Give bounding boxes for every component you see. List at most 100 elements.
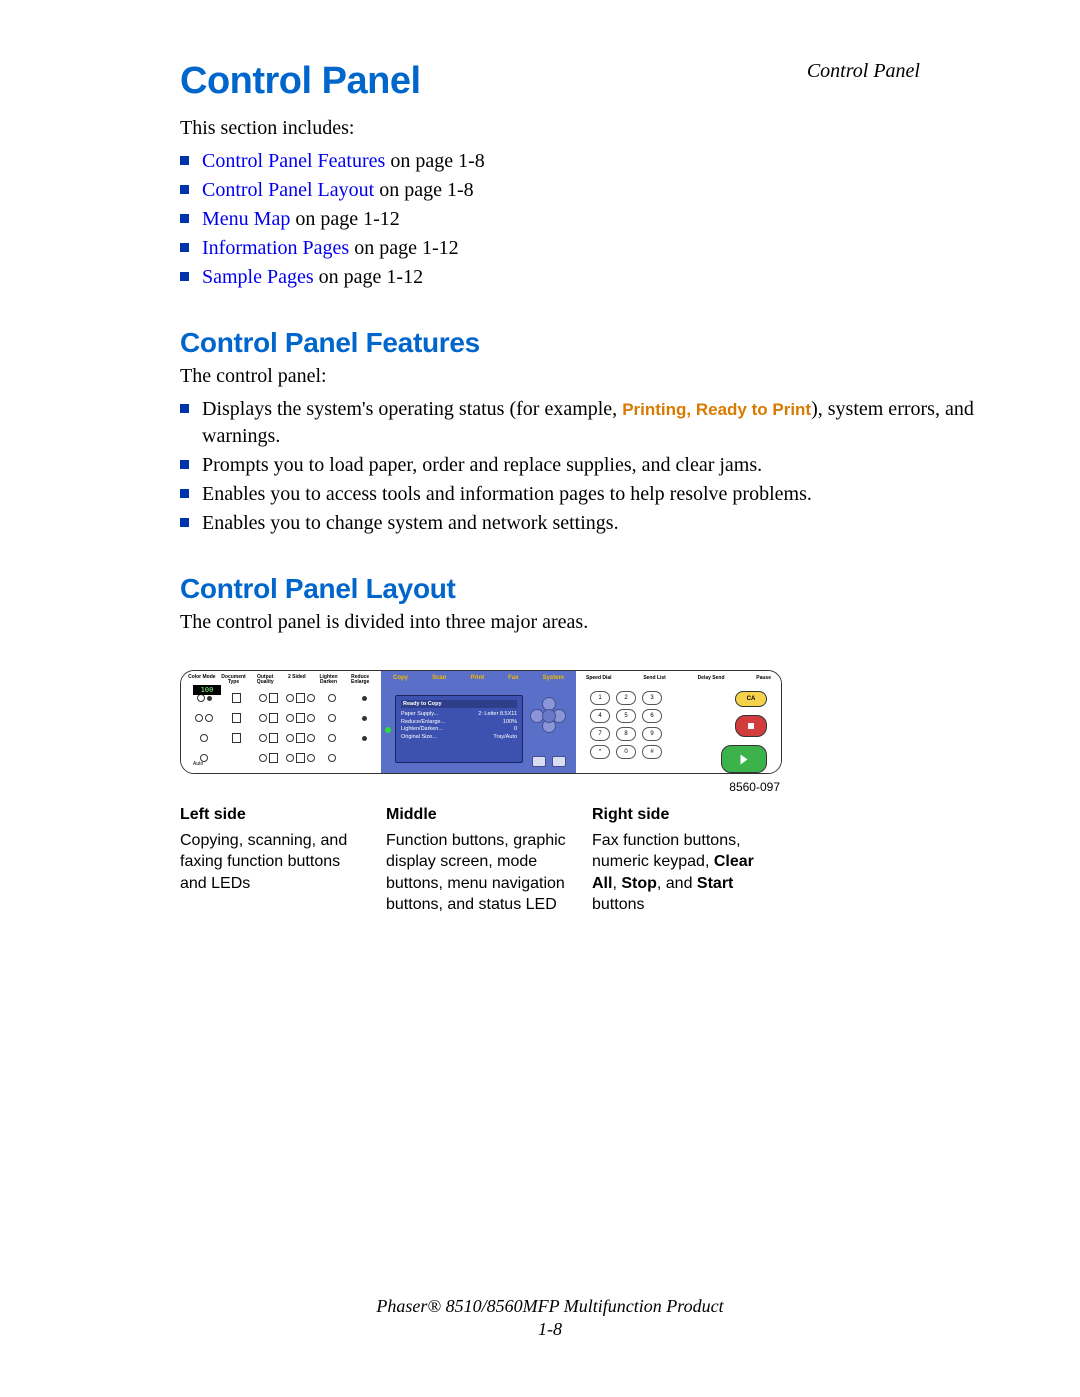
feature-item: Displays the system's operating status (…	[202, 396, 1000, 450]
features-heading: Control Panel Features	[180, 327, 1000, 359]
keypad-key: 3	[642, 691, 662, 705]
keypad-key: 4	[590, 709, 610, 723]
mode-system: System	[543, 675, 564, 681]
mode-buttons-row: Copy Scan Print Fax System	[381, 675, 576, 681]
lcd-screen: Ready to Copy Paper Supply... 2: Letter 8…	[395, 695, 523, 763]
lcd-value: 2: Letter 8.5X11	[478, 711, 517, 719]
send-list-label: Send List	[643, 675, 666, 681]
col-right: Right side Fax function buttons, numeric…	[592, 804, 780, 916]
numeric-keypad: 1 2 3 4 5 6 7 8 9 * 0 #	[590, 691, 662, 759]
panel-figure: Color Mode Document Type Output Quality …	[180, 670, 1000, 916]
toc-suffix: on page 1-12	[349, 237, 458, 259]
clear-all-button-icon: CA	[735, 691, 767, 707]
layout-lead: The control panel is divided into three …	[180, 611, 1000, 634]
feature-item: Prompts you to load paper, order and rep…	[202, 452, 1000, 479]
footer-product: Phaser® 8510/8560MFP Multifunction Produ…	[376, 1296, 723, 1316]
toc-link[interactable]: Menu Map	[202, 208, 290, 230]
mode-copy: Copy	[393, 675, 408, 681]
delay-send-label: Delay Send	[698, 675, 725, 681]
running-header: Control Panel	[807, 60, 920, 83]
toc-suffix: on page 1-8	[374, 179, 473, 201]
nav-ok-icon	[542, 709, 556, 723]
feature-item: Enables you to change system and network…	[202, 510, 1000, 537]
toc-link[interactable]: Control Panel Features	[202, 150, 385, 172]
col-label: Color Mode	[187, 675, 217, 685]
lcd-title: Ready to Copy	[401, 700, 517, 708]
keypad-key: 7	[590, 727, 610, 741]
col-label: Lighten Darken	[314, 675, 344, 685]
toc-item: Control Panel Layout on page 1-8	[202, 177, 1000, 204]
panel-right-region: Speed Dial Send List Delay Send Pause 1 …	[576, 671, 781, 773]
toc-link[interactable]: Sample Pages	[202, 266, 314, 288]
col-bold: Start	[697, 875, 733, 892]
status-led-icon	[385, 727, 391, 733]
lcd-value: Tray/Auto	[493, 734, 517, 742]
pause-label: Pause	[756, 675, 771, 681]
right-top-labels: Speed Dial Send List Delay Send Pause	[586, 675, 771, 681]
toc-suffix: on page 1-8	[385, 150, 484, 172]
col-body: Fax function buttons, numeric keypad, Cl…	[592, 830, 780, 916]
toc-list: Control Panel Features on page 1-8 Contr…	[180, 148, 1000, 291]
col-heading: Middle	[386, 804, 574, 826]
digital-counter: 100	[193, 685, 221, 695]
col-body: Copying, scanning, and faxing function b…	[180, 830, 368, 895]
layout-columns: Left side Copying, scanning, and faxing …	[180, 804, 780, 916]
features-lead: The control panel:	[180, 365, 1000, 388]
toc-suffix: on page 1-12	[290, 208, 399, 230]
col-text: buttons	[592, 896, 644, 913]
feature-text: Enables you to access tools and informat…	[202, 483, 812, 505]
start-button-icon	[721, 745, 767, 773]
left-indicator-grid	[189, 689, 379, 767]
intro-text: This section includes:	[180, 117, 1000, 140]
col-left: Left side Copying, scanning, and faxing …	[180, 804, 368, 916]
lcd-value: 0	[514, 726, 517, 734]
stop-shape-icon	[748, 723, 754, 729]
control-panel-diagram: Color Mode Document Type Output Quality …	[180, 670, 782, 774]
figure-number: 8560-097	[180, 780, 780, 794]
keypad-key: #	[642, 745, 662, 759]
col-text: , and	[657, 875, 697, 892]
lcd-label: Lighten/Darken...	[401, 726, 443, 734]
keypad-key: 6	[642, 709, 662, 723]
feature-item: Enables you to access tools and informat…	[202, 481, 1000, 508]
col-label: Document Type	[219, 675, 249, 685]
col-heading: Right side	[592, 804, 780, 826]
toc-item: Control Panel Features on page 1-8	[202, 148, 1000, 175]
keypad-key: 8	[616, 727, 636, 741]
feature-text: Prompts you to load paper, order and rep…	[202, 454, 762, 476]
mode-print: Print	[470, 675, 484, 681]
page-footer: Phaser® 8510/8560MFP Multifunction Produ…	[180, 1296, 920, 1340]
toc-item: Information Pages on page 1-12	[202, 235, 1000, 262]
toc-link[interactable]: Information Pages	[202, 237, 349, 259]
feature-text: Enables you to change system and network…	[202, 512, 619, 534]
lcd-label: Reduce/Enlarge...	[401, 719, 445, 727]
lcd-label: Original Size...	[401, 734, 437, 742]
toc-item: Sample Pages on page 1-12	[202, 264, 1000, 291]
mode-scan: Scan	[432, 675, 446, 681]
col-label: Output Quality	[250, 675, 280, 685]
toc-suffix: on page 1-12	[314, 266, 423, 288]
lcd-label: Paper Supply...	[401, 711, 438, 719]
footer-page: 1-8	[180, 1319, 920, 1340]
start-shape-icon	[741, 754, 748, 764]
col-text: ,	[612, 875, 621, 892]
toc-item: Menu Map on page 1-12	[202, 206, 1000, 233]
left-column-labels: Color Mode Document Type Output Quality …	[187, 675, 375, 685]
feature-text: Displays the system's operating status (…	[202, 398, 622, 420]
keypad-key: 9	[642, 727, 662, 741]
lcd-value: 100%	[503, 719, 517, 727]
toc-link[interactable]: Control Panel Layout	[202, 179, 374, 201]
action-buttons: CA	[721, 691, 767, 773]
clear-all-label: CA	[747, 696, 756, 702]
stop-button-icon	[735, 715, 767, 737]
back-button-icon	[552, 756, 566, 767]
col-bold: Stop	[621, 875, 657, 892]
keypad-key: 2	[616, 691, 636, 705]
panel-left-region: Color Mode Document Type Output Quality …	[181, 671, 381, 773]
features-list: Displays the system's operating status (…	[180, 396, 1000, 537]
nav-pad	[530, 697, 566, 733]
col-label: 2 Sided	[282, 675, 312, 685]
keypad-key: *	[590, 745, 610, 759]
mid-small-buttons	[532, 756, 566, 767]
keypad-key: 0	[616, 745, 636, 759]
